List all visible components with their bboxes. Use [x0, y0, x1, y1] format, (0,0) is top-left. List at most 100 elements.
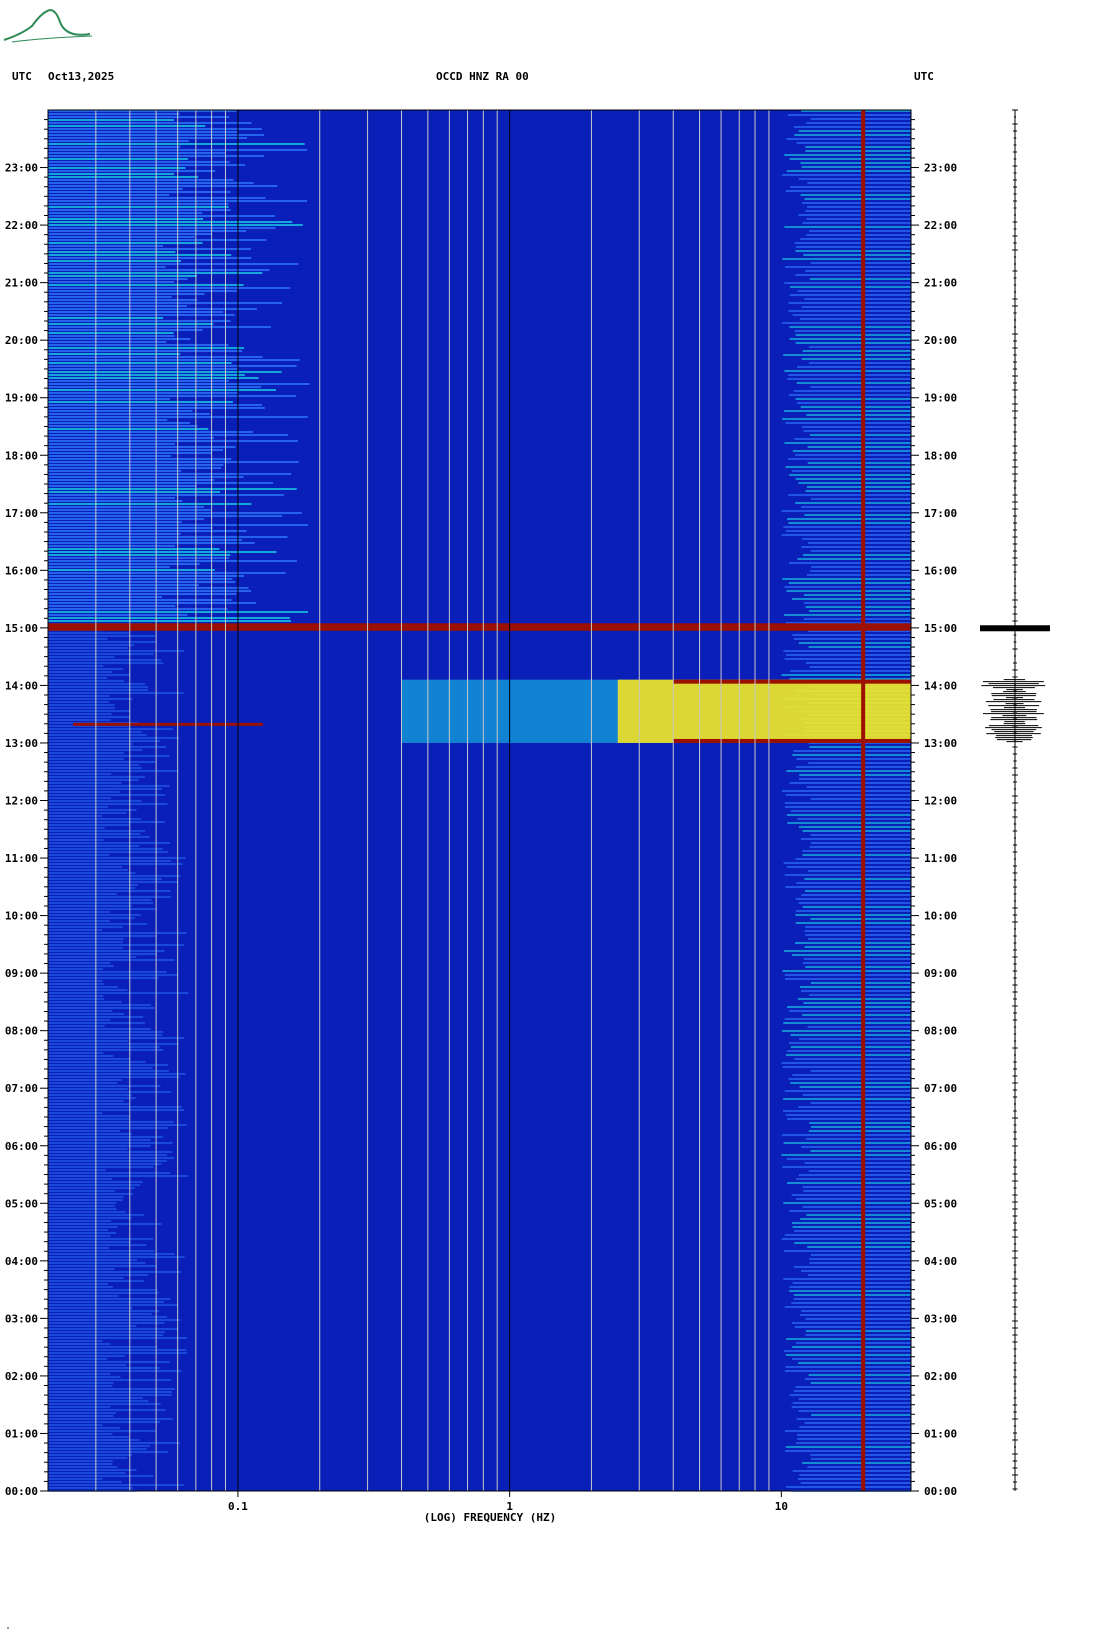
low-frequency-streak — [48, 281, 175, 283]
high-frequency-noise-streak — [810, 982, 911, 984]
low-frequency-streak — [48, 668, 124, 670]
low-frequency-streak — [48, 605, 176, 607]
high-frequency-noise-streak — [810, 550, 911, 552]
low-frequency-streak — [48, 182, 254, 184]
high-frequency-noise-streak — [787, 1006, 911, 1008]
low-frequency-streak — [48, 1340, 103, 1342]
low-frequency-streak — [48, 479, 215, 481]
low-frequency-streak — [48, 290, 238, 292]
low-frequency-streak — [48, 974, 178, 976]
low-frequency-streak — [48, 443, 175, 445]
low-frequency-streak — [48, 665, 104, 667]
high-frequency-noise-streak — [797, 998, 911, 1000]
low-frequency-streak — [48, 599, 232, 601]
high-frequency-noise-streak — [801, 1146, 911, 1148]
high-frequency-noise-streak — [798, 130, 911, 132]
high-frequency-noise-streak — [788, 310, 911, 312]
low-frequency-streak — [48, 1163, 162, 1165]
high-frequency-noise-streak — [804, 1378, 911, 1380]
low-frequency-streak — [48, 1103, 130, 1105]
low-frequency-streak — [48, 620, 291, 622]
low-frequency-streak — [48, 602, 257, 604]
low-frequency-streak — [48, 170, 216, 172]
y-tick-label-left: 21:00 — [5, 277, 38, 290]
low-frequency-streak — [48, 638, 108, 640]
low-frequency-streak — [48, 932, 187, 934]
low-frequency-streak — [48, 674, 131, 676]
low-frequency-streak — [48, 1250, 155, 1252]
low-frequency-streak — [48, 1379, 172, 1381]
low-frequency-streak — [48, 1277, 124, 1279]
high-frequency-noise-streak — [784, 614, 911, 616]
high-frequency-noise-streak — [801, 506, 911, 508]
high-frequency-noise-streak — [788, 494, 911, 496]
low-frequency-streak — [48, 962, 111, 964]
high-frequency-noise-streak — [795, 910, 911, 912]
high-frequency-noise-streak — [791, 1322, 911, 1324]
y-tick-label-right: 15:00 — [924, 622, 957, 635]
low-frequency-streak — [48, 1133, 132, 1135]
low-frequency-streak — [48, 1361, 171, 1363]
low-frequency-streak — [48, 1157, 175, 1159]
low-frequency-streak — [48, 1109, 185, 1111]
low-frequency-streak — [48, 1100, 124, 1102]
y-tick-label-right: 14:00 — [924, 679, 957, 692]
high-frequency-noise-streak — [784, 1306, 911, 1308]
high-frequency-noise-streak — [805, 146, 911, 148]
low-frequency-streak — [48, 980, 103, 982]
low-frequency-streak — [48, 410, 193, 412]
high-frequency-noise-streak — [791, 598, 911, 600]
low-frequency-streak — [48, 401, 233, 403]
low-frequency-streak — [48, 947, 123, 949]
low-frequency-streak — [48, 1463, 113, 1465]
high-frequency-noise-streak — [786, 1338, 911, 1340]
low-frequency-streak — [48, 314, 235, 316]
low-frequency-streak — [48, 1193, 134, 1195]
low-frequency-streak — [48, 977, 159, 979]
low-frequency-streak — [48, 236, 195, 238]
x-tick-label: 1 — [506, 1500, 513, 1513]
low-frequency-streak — [48, 968, 104, 970]
y-tick-label-right: 00:00 — [924, 1485, 957, 1498]
low-frequency-streak — [48, 641, 157, 643]
low-frequency-streak — [48, 1019, 111, 1021]
high-frequency-noise-streak — [798, 642, 911, 644]
high-frequency-noise-streak — [793, 750, 911, 752]
high-frequency-noise-streak — [788, 522, 911, 524]
high-frequency-noise-streak — [798, 214, 911, 216]
low-frequency-streak — [48, 1265, 157, 1267]
low-frequency-streak — [48, 350, 243, 352]
high-frequency-noise-streak — [796, 882, 911, 884]
low-frequency-streak — [48, 1037, 185, 1039]
low-frequency-streak — [48, 1022, 145, 1024]
high-frequency-noise-streak — [798, 482, 911, 484]
low-frequency-streak — [48, 554, 231, 556]
low-frequency-streak — [48, 353, 181, 355]
high-frequency-noise-streak — [796, 1418, 911, 1420]
high-frequency-noise-streak — [805, 662, 911, 664]
high-frequency-noise-streak — [783, 862, 911, 864]
low-frequency-streak — [48, 419, 168, 421]
high-frequency-noise-streak — [799, 774, 911, 776]
high-frequency-noise-streak — [792, 1282, 911, 1284]
y-tick-label-left: 16:00 — [5, 564, 38, 577]
high-frequency-noise-streak — [804, 1422, 911, 1424]
low-frequency-streak — [48, 740, 161, 742]
high-frequency-noise-streak — [783, 1350, 911, 1352]
high-frequency-noise-streak — [785, 1366, 911, 1368]
low-frequency-streak — [48, 827, 105, 829]
low-frequency-streak — [48, 1316, 168, 1318]
low-frequency-streak — [48, 701, 110, 703]
high-frequency-noise-streak — [795, 942, 911, 944]
low-frequency-streak — [48, 1247, 109, 1249]
low-frequency-streak — [48, 1160, 167, 1162]
high-frequency-noise-streak — [802, 1186, 911, 1188]
high-frequency-noise-streak — [804, 890, 911, 892]
low-frequency-streak — [48, 677, 107, 679]
low-frequency-streak — [48, 821, 165, 823]
high-frequency-noise-streak — [810, 834, 911, 836]
low-frequency-streak — [48, 347, 244, 349]
high-frequency-noise-streak — [811, 566, 911, 568]
high-frequency-noise-streak — [798, 1362, 911, 1364]
high-frequency-noise-streak — [785, 794, 911, 796]
